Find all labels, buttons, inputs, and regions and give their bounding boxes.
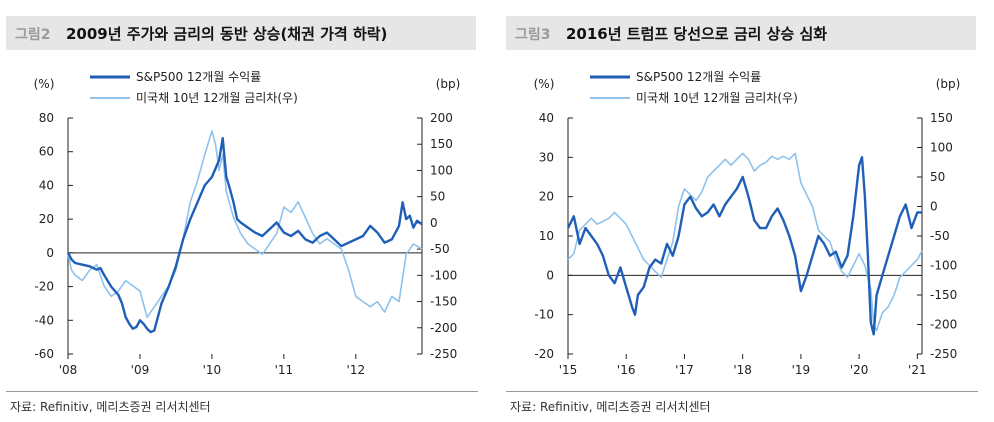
- right-tick-label: 50: [430, 190, 445, 204]
- source-note: 자료: Refinitiv, 메리츠증권 리서치센터: [10, 400, 211, 414]
- right-tick-label: 200: [430, 111, 453, 125]
- source-divider: [506, 391, 978, 392]
- x-tick-label: '17: [675, 363, 694, 377]
- figure-label: 그림2: [15, 27, 51, 43]
- right-tick-label: 0: [930, 200, 938, 214]
- figure-title: 2016년 트럼프 당선으로 금리 상승 심화: [566, 25, 828, 43]
- series-line-sp500: [66, 136, 423, 334]
- legend-label-series-1: S&P500 12개월 수익률: [636, 70, 761, 84]
- right-tick-label: -100: [430, 268, 457, 282]
- x-tick-label: '10: [203, 363, 222, 377]
- right-tick-label: -50: [930, 229, 950, 243]
- x-tick-label: '21: [908, 363, 927, 377]
- right-tick-label: -200: [430, 321, 457, 335]
- x-tick-label: '09: [131, 363, 150, 377]
- right-tick-label: 150: [430, 137, 453, 151]
- source-divider: [6, 391, 478, 392]
- left-axis-unit: (%): [534, 77, 555, 91]
- left-tick-label: -60: [34, 347, 54, 361]
- figure-title-bar: 그림2 2009년 주가와 금리의 동반 상승(채권 가격 하락): [6, 16, 476, 50]
- right-tick-label: -200: [930, 318, 957, 332]
- figure-panel-1: 그림2 2009년 주가와 금리의 동반 상승(채권 가격 하락) (%) (bp…: [6, 0, 486, 422]
- legend-label-series-2: 미국채 10년 12개월 금리차(우): [136, 91, 298, 105]
- right-tick-label: -150: [430, 295, 457, 309]
- right-tick-label: -250: [930, 347, 957, 361]
- x-tick-label: '08: [59, 363, 78, 377]
- x-tick-label: '12: [347, 363, 366, 377]
- left-tick-label: 60: [39, 145, 54, 159]
- left-tick-label: -40: [34, 313, 54, 327]
- right-axis-unit: (bp): [436, 77, 461, 91]
- right-tick-label: 100: [430, 163, 453, 177]
- left-tick-label: -20: [534, 347, 554, 361]
- x-tick-label: '11: [275, 363, 294, 377]
- series-line-sp500: [566, 156, 922, 336]
- right-tick-label: 150: [930, 111, 953, 125]
- x-tick-label: '16: [617, 363, 636, 377]
- legend-label-series-2: 미국채 10년 12개월 금리차(우): [636, 91, 798, 105]
- legend-label-series-1: S&P500 12개월 수익률: [136, 70, 261, 84]
- figure-panel-2: 그림3 2016년 트럼프 당선으로 금리 상승 심화 (%) (bp) S&P50…: [506, 0, 986, 422]
- left-tick-label: 20: [39, 212, 54, 226]
- left-axis-unit: (%): [34, 77, 55, 91]
- left-tick-label: 10: [539, 229, 554, 243]
- figure-title: 2009년 주가와 금리의 동반 상승(채권 가격 하락): [66, 25, 388, 43]
- right-tick-label: 0: [430, 216, 438, 230]
- x-tick-label: '15: [559, 363, 578, 377]
- x-tick-label: '20: [850, 363, 869, 377]
- right-tick-label: -100: [930, 259, 957, 273]
- right-tick-label: -250: [430, 347, 457, 361]
- left-tick-label: 40: [39, 178, 54, 192]
- right-tick-label: 50: [930, 170, 945, 184]
- figure-label: 그림3: [515, 27, 551, 43]
- right-tick-label: 100: [930, 141, 953, 155]
- left-tick-label: 20: [539, 190, 554, 204]
- x-tick-label: '19: [792, 363, 811, 377]
- series-line-ust10y: [67, 130, 423, 319]
- right-tick-label: -50: [430, 242, 450, 256]
- source-note: 자료: Refinitiv, 메리츠증권 리서치센터: [510, 400, 711, 414]
- right-axis-unit: (bp): [936, 77, 961, 91]
- left-tick-label: -10: [534, 308, 554, 322]
- left-tick-label: -20: [34, 280, 54, 294]
- left-tick-label: 30: [539, 150, 554, 164]
- left-tick-label: 40: [539, 111, 554, 125]
- right-tick-label: -150: [930, 288, 957, 302]
- left-tick-label: 0: [46, 246, 54, 260]
- left-tick-label: 80: [39, 111, 54, 125]
- figure-title-bar: 그림3 2016년 트럼프 당선으로 금리 상승 심화: [506, 16, 976, 50]
- left-tick-label: 0: [546, 268, 554, 282]
- x-tick-label: '18: [733, 363, 752, 377]
